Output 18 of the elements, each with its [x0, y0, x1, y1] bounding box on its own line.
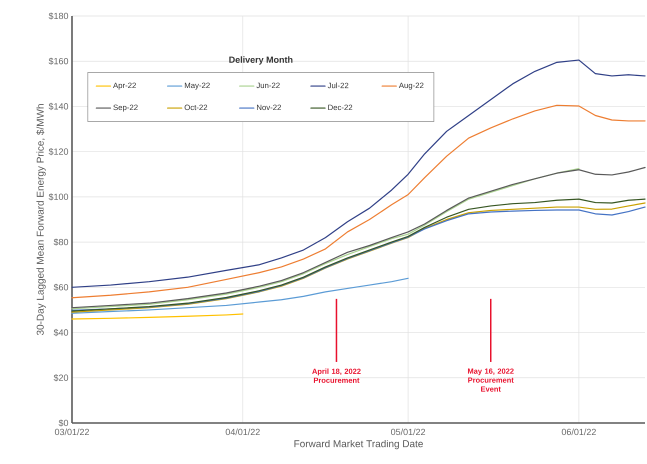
y-tick-label: $40 [54, 328, 68, 336]
y-tick-label: $160 [48, 58, 68, 65]
x-tick-label: 06/01/22 [562, 428, 596, 436]
y-tick-label: $120 [48, 148, 68, 156]
line-series [71, 104, 646, 298]
legend-title: Delivery Month [229, 56, 292, 65]
x-tick-label: 05/01/22 [390, 428, 426, 436]
y-tick-label: $100 [48, 193, 68, 201]
y-tick-label: $180 [48, 12, 68, 20]
x-axis-title: Forward Market Trading Date [294, 440, 423, 450]
x-tick-label: 03/01/22 [54, 428, 89, 436]
y-tick-label: $140 [48, 102, 68, 110]
y-tick-label: $60 [54, 284, 68, 291]
y-tick-label: $20 [54, 374, 68, 382]
x-tick-label: 04/01/22 [226, 428, 260, 436]
y-tick-label: $80 [54, 238, 68, 246]
y-axis-title: 30-Day Lagged Mean Forward Energy Price, $/MWh [36, 104, 46, 336]
y-tick-label: $0 [58, 419, 68, 427]
